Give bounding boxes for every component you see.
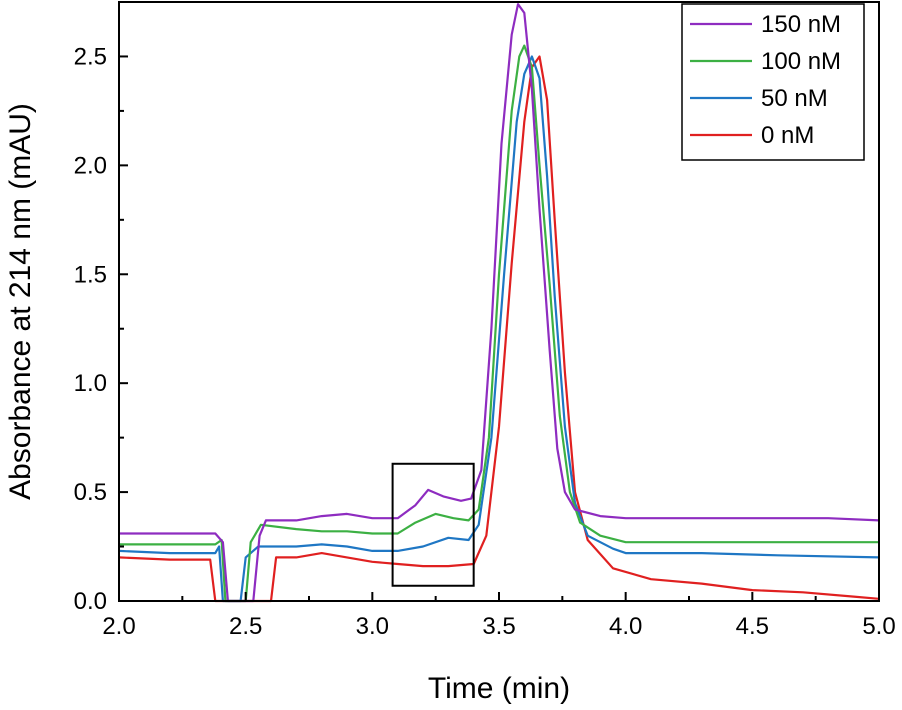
x-tick-label: 2.0: [102, 613, 135, 640]
legend-label: 100 nM: [761, 48, 841, 75]
y-tick-label: 1.0: [74, 370, 107, 397]
x-tick-label: 4.0: [609, 613, 642, 640]
y-tick-label: 0.5: [74, 479, 107, 506]
x-tick-label: 2.5: [229, 613, 262, 640]
series-line: [119, 3, 880, 603]
y-axis: 0.0 0.5 1.0 1.5 2.0 2.5: [74, 1, 128, 615]
series-line: [118, 55, 880, 603]
legend: 150 nM 100 nM 50 nM 0 nM: [681, 3, 865, 161]
legend-label: 0 nM: [761, 122, 814, 149]
y-tick-label: 2.5: [74, 43, 107, 70]
highlight-box: [391, 462, 475, 587]
x-tick-label: 5.0: [862, 613, 895, 640]
x-tick-label: 3.0: [356, 613, 389, 640]
x-tick-label: 4.5: [736, 613, 769, 640]
legend-label: 50 nM: [761, 85, 828, 112]
y-axis-title: Absorbance at 214 nm (mAU): [4, 103, 37, 500]
x-tick-label: 3.5: [482, 613, 515, 640]
legend-label: 150 nM: [761, 11, 841, 38]
y-tick-label: 0.0: [74, 588, 107, 615]
y-tick-label: 1.5: [74, 261, 107, 288]
x-axis-title: Time (min): [428, 672, 570, 705]
y-tick-label: 2.0: [74, 152, 107, 179]
x-axis: 2.0 2.5 3.0 3.5 4.0 4.5 5.0: [102, 592, 896, 640]
